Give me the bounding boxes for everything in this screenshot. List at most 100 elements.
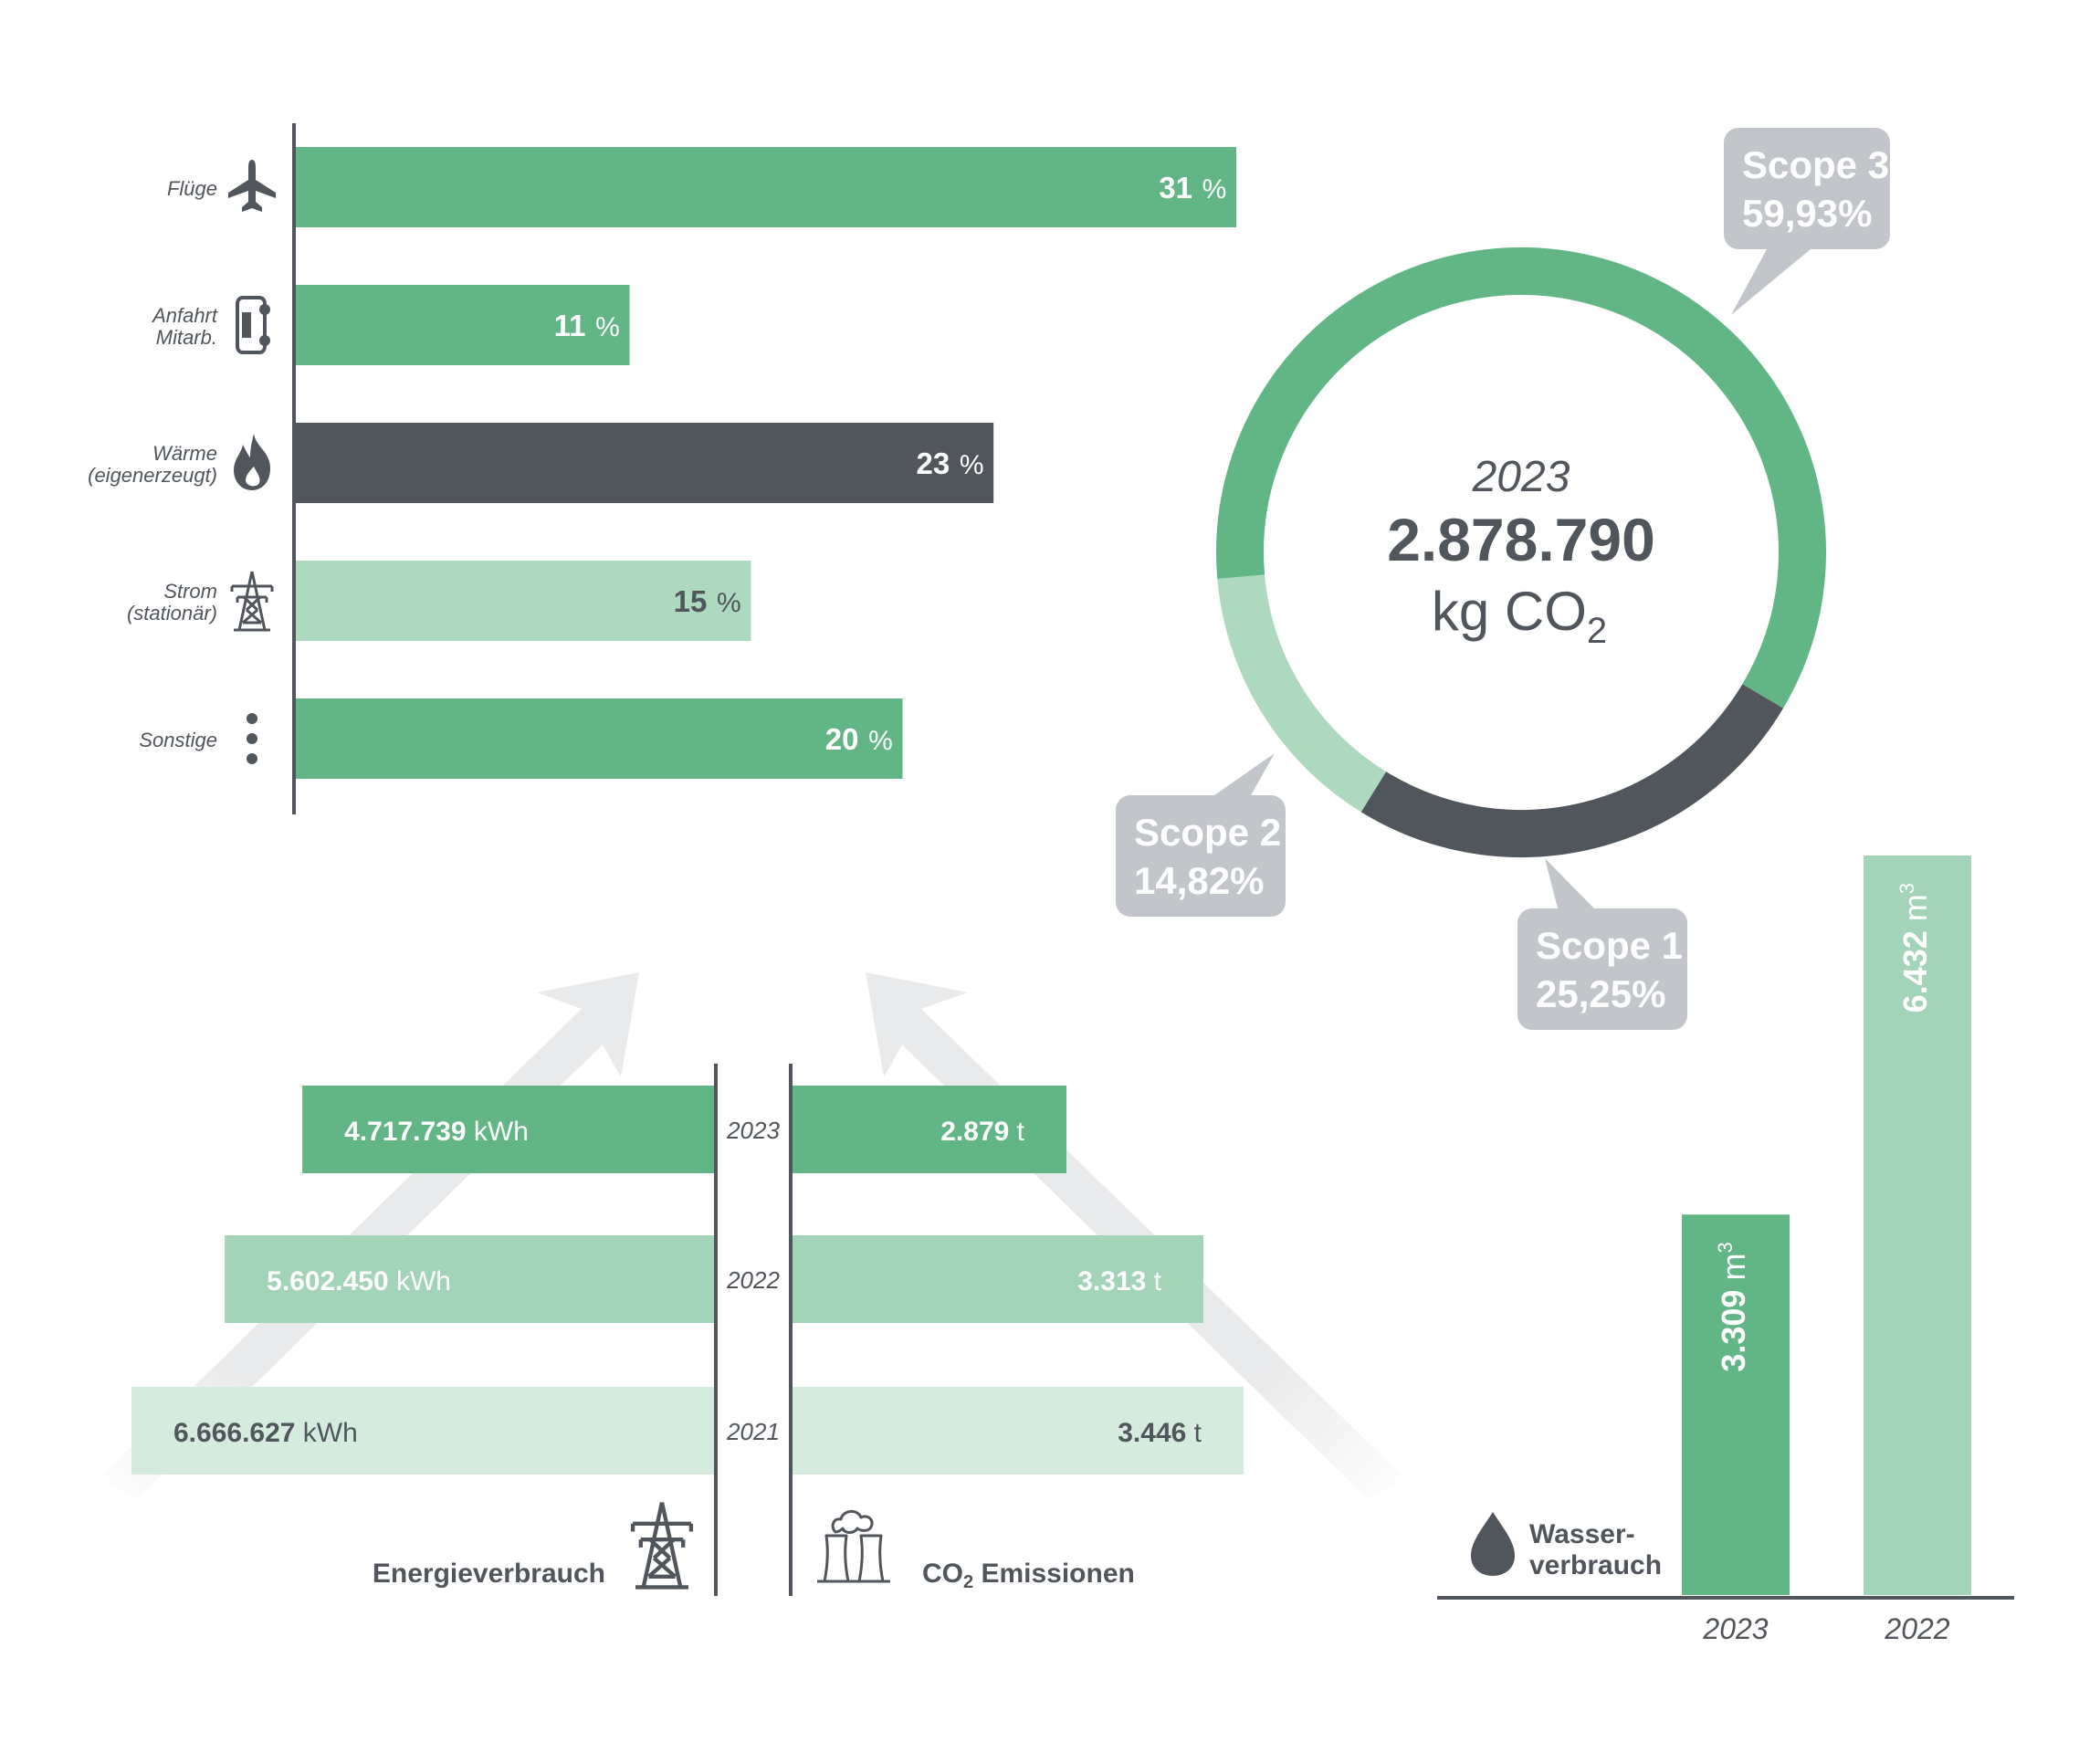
bar-5 bbox=[296, 698, 903, 779]
co2-bar-label: 3.313 t bbox=[1077, 1266, 1161, 1296]
callout-scope-percent: 59,93% bbox=[1742, 192, 1872, 235]
energy-bar-label: 4.717.739 kWh bbox=[344, 1117, 529, 1147]
bar-value-label: 20 bbox=[825, 722, 859, 756]
bar-unit-label: % bbox=[717, 588, 741, 618]
co2-title-rest: Emissionen bbox=[973, 1559, 1135, 1589]
co2-bar-2022 bbox=[791, 1235, 1203, 1323]
bar-value-label: 15 bbox=[674, 584, 708, 618]
energy-unit: kWh bbox=[467, 1117, 529, 1147]
energy-unit: kWh bbox=[389, 1266, 451, 1296]
drop-shape bbox=[1471, 1512, 1515, 1576]
bar-value-label: 11 bbox=[554, 309, 586, 342]
car-window bbox=[242, 312, 251, 338]
energy-title: Energieverbrauch bbox=[373, 1559, 605, 1589]
bar-1 bbox=[296, 147, 1236, 227]
co2-unit: t bbox=[1146, 1266, 1161, 1296]
callout-box bbox=[1116, 795, 1286, 917]
power-pylon-icon bbox=[630, 1502, 694, 1590]
unit-main: kg CO bbox=[1432, 581, 1587, 642]
water-bar-2023 bbox=[1682, 1214, 1790, 1595]
bar-4 bbox=[296, 561, 751, 641]
donut-center-year: 2023 bbox=[1472, 453, 1570, 501]
bar-unit-label: % bbox=[595, 312, 620, 342]
co2-value: 3.313 bbox=[1077, 1266, 1146, 1296]
energy-bar-label: 5.602.450 kWh bbox=[267, 1266, 451, 1296]
airplane-shape bbox=[228, 160, 276, 212]
category-label: Mitarb. bbox=[156, 326, 217, 349]
co2-unit: t bbox=[1009, 1117, 1024, 1147]
category-label: Wärme bbox=[152, 442, 217, 465]
car-body bbox=[236, 296, 267, 354]
co2-bar-label: 2.879 t bbox=[940, 1117, 1024, 1147]
bar-unit-label: % bbox=[868, 726, 893, 756]
airplane-icon bbox=[228, 160, 276, 212]
energy-bar-2022 bbox=[225, 1235, 716, 1323]
dot bbox=[247, 713, 257, 724]
bar-value-label: 31 bbox=[1159, 171, 1192, 205]
callout-scope-1: Scope 1 25,25% bbox=[1517, 858, 1687, 1030]
category-label: (stationär) bbox=[127, 602, 217, 625]
water-year-label: 2023 bbox=[1702, 1612, 1768, 1645]
energy-value: 5.602.450 bbox=[267, 1266, 388, 1296]
scope-donut-chart: 2023 2.878.790 kg CO2 Scope 3 59,93% Scope 1 2… bbox=[1116, 128, 1890, 1030]
callout-tail bbox=[1545, 858, 1594, 908]
dot bbox=[247, 733, 257, 744]
more-dots-icon bbox=[247, 713, 257, 764]
bar-3 bbox=[296, 423, 994, 503]
callout-scope-percent: 14,82% bbox=[1134, 859, 1264, 902]
water-bar-2022 bbox=[1864, 856, 1971, 1595]
callout-scope-2: Scope 2 14,82% bbox=[1116, 753, 1286, 917]
water-title: verbrauch bbox=[1529, 1550, 1662, 1580]
donut-center-value: 2.878.790 bbox=[1387, 506, 1655, 573]
callout-tail bbox=[1214, 753, 1275, 795]
co2-unit: t bbox=[1186, 1418, 1202, 1448]
category-label: Anfahrt bbox=[151, 304, 218, 327]
co2-bar-label: 3.446 t bbox=[1118, 1418, 1202, 1448]
water-year-label: 2022 bbox=[1884, 1612, 1949, 1645]
callout-scope-name: Scope 2 bbox=[1134, 811, 1281, 854]
water-bar-label: 3.309 m3 bbox=[1714, 1242, 1752, 1371]
energy-unit: kWh bbox=[295, 1418, 357, 1448]
water-unit: m bbox=[1715, 1254, 1752, 1290]
factory-icon bbox=[817, 1510, 890, 1583]
car-wheel bbox=[259, 335, 270, 346]
callout-scope-name: Scope 3 bbox=[1742, 143, 1889, 186]
donut-slice-scope-3 bbox=[1216, 247, 1826, 709]
co2-title: CO2 Emissionen bbox=[922, 1559, 1135, 1592]
pylon-lines bbox=[630, 1502, 694, 1590]
smoke-cloud bbox=[831, 1510, 874, 1534]
cooling-towers bbox=[817, 1534, 890, 1583]
year-label: 2022 bbox=[726, 1266, 780, 1294]
water-unit: m bbox=[1896, 894, 1934, 930]
bar-unit-label: % bbox=[1202, 174, 1227, 205]
flame-outer bbox=[234, 434, 270, 490]
donut-slice-scope-2 bbox=[1217, 574, 1387, 813]
dot bbox=[247, 753, 257, 764]
pylon-lines bbox=[230, 571, 274, 632]
callout-box bbox=[1724, 128, 1890, 249]
energy-bar-2023 bbox=[302, 1086, 716, 1173]
car-icon bbox=[236, 296, 270, 354]
energy-bar-label: 6.666.627 kWh bbox=[173, 1418, 358, 1448]
callout-scope-name: Scope 1 bbox=[1536, 924, 1683, 967]
flame-inner bbox=[246, 467, 260, 487]
donut-slice-scope-1 bbox=[1360, 684, 1784, 857]
callout-scope-3: Scope 3 59,93% bbox=[1724, 128, 1890, 315]
co2-bar-2023 bbox=[791, 1086, 1066, 1173]
bar-2 bbox=[296, 285, 630, 365]
callout-scope-percent: 25,25% bbox=[1536, 972, 1665, 1015]
unit-subscript: 2 bbox=[1587, 611, 1607, 651]
year-label: 2023 bbox=[726, 1117, 780, 1144]
co2-title-sub: 2 bbox=[963, 1572, 973, 1592]
bar-value-label: 23 bbox=[916, 446, 950, 480]
energy-bar-2021 bbox=[131, 1387, 716, 1475]
water-drop-icon bbox=[1471, 1512, 1515, 1576]
water-unit-sup: 3 bbox=[1714, 1242, 1737, 1253]
co2-title-main: CO bbox=[922, 1559, 963, 1589]
category-label: Sonstige bbox=[139, 729, 217, 751]
energy-value: 4.717.739 bbox=[344, 1117, 466, 1147]
